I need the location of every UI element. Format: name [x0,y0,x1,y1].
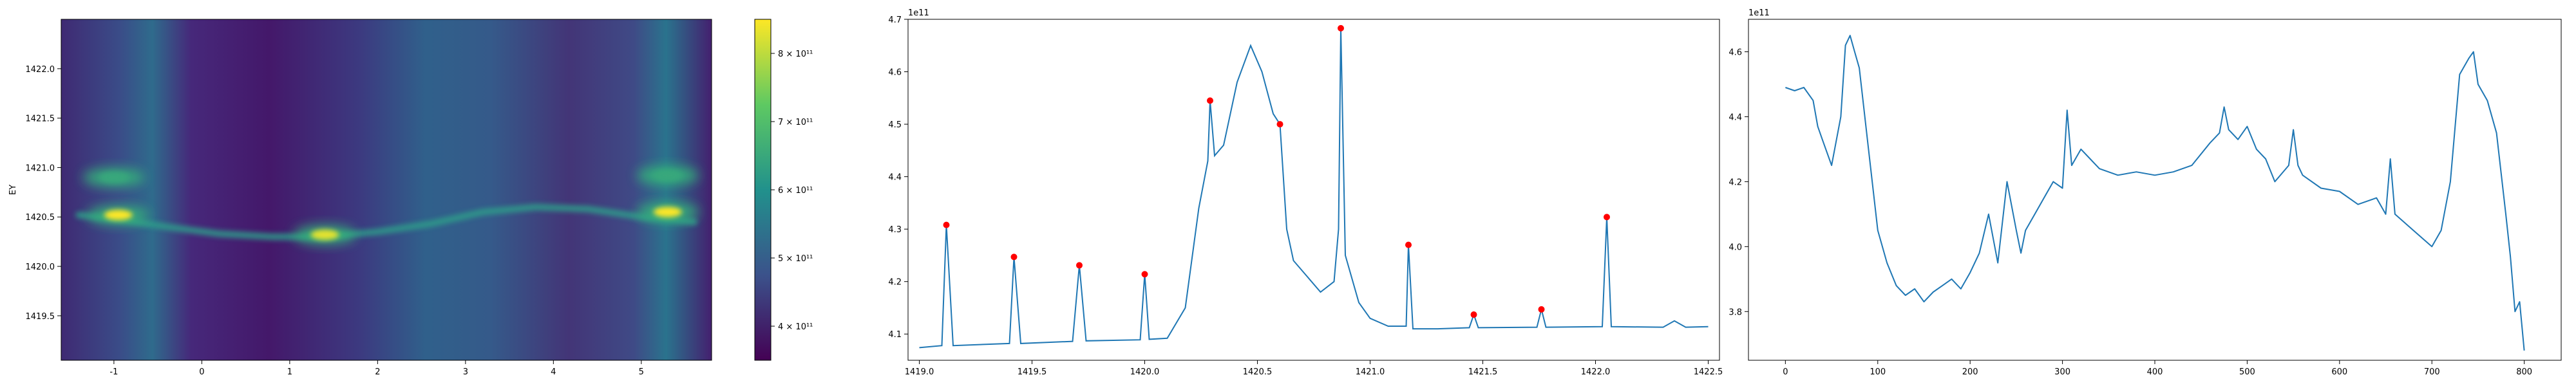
peaks-x-tick-label: 1421.5 [1468,367,1498,377]
series-y-tick-label: 3.8 [1728,308,1742,317]
peaks-y-offset-label: 1e11 [908,8,929,18]
series-x-tick-label: 300 [2054,367,2070,377]
heatmap-panel: -1 0 1 2 3 4 5 1419.51420.01420.51421.01421.51… [8,19,813,377]
peak-marker [1470,311,1477,318]
series-line-group [1785,35,2525,351]
series-y-tick-label: 4.6 [1728,48,1742,57]
heatmap-x-tick-label: 1 [287,367,292,377]
heatmap-ridge [75,203,697,240]
peaks-x-tick-label: 1422.5 [1694,367,1723,377]
colorbar-ticks: 4 × 10¹¹ 5 × 10¹¹ 6 × 10¹¹ 7 × 10¹¹ 8 × 10¹¹ [771,50,813,332]
peaks-x-tick-label: 1421.0 [1356,367,1385,377]
heatmap-y-axis: 1419.5 1420.0 1420.5 1421.0 1421.5 1422.0 [26,65,61,322]
heatmap-x-tick-label: 0 [199,367,204,377]
series-x-tick-label: 700 [2424,367,2440,377]
heatmap-y-tick-label: 1419.5 [26,312,55,322]
peaks-x-tick-label: 1419.5 [1018,367,1047,377]
heatmap-y-tick-label: 1422.0 [26,65,55,75]
heatmap-peak [310,229,339,240]
peaks-y-tick-label: 4.4 [888,173,902,183]
peak-marker [1141,271,1148,278]
heatmap-peak [104,210,133,221]
peaks-series-line [919,28,1709,349]
peak-marker [1010,253,1018,261]
peaks-y-tick-label: 4.6 [888,68,902,78]
series-plot-frame [1748,19,2562,361]
heatmap-y-tick-label: 1421.0 [26,163,55,173]
series-x-tick-label: 800 [2516,367,2532,377]
heatmap-frame [61,19,712,361]
peaks-y-tick-label: 4.2 [888,278,902,288]
peak-markers [943,24,1610,318]
heatmap-peak [653,170,682,181]
peaks-y-tick-label: 4.3 [888,225,902,235]
series-y-offset-label: 1e11 [1748,8,1770,18]
heatmap-x-tick-label: 2 [375,367,380,377]
heatmap-y-tick-label: 1420.0 [26,262,55,272]
series-y-tick-label: 4.4 [1728,113,1742,122]
peak-marker [1538,306,1545,313]
peaks-x-tick-label: 1422.0 [1581,367,1611,377]
peaks-y-tick-label: 4.5 [888,120,902,130]
heatmap-x-tick-label: 5 [639,367,644,377]
series-y-tick-label: 4.0 [1728,243,1742,252]
heatmap-x-tick-label: 4 [551,367,556,377]
series-y-tick-label: 4.2 [1728,178,1742,187]
peaks-x-tick-label: 1420.0 [1130,367,1160,377]
heatmap-background [61,19,712,360]
heatmap-y-tick-label: 1420.5 [26,213,55,223]
series-x-axis: 0 100 200 300 400 500 600 700 800 [1783,360,2532,377]
heatmap-image [61,19,712,360]
heatmap-peak [99,172,128,183]
colorbar-tick-label: 6 × 10¹¹ [778,186,813,196]
peaks-series [919,28,1709,349]
series-x-tick-label: 100 [1870,367,1886,377]
peak-marker [1076,262,1083,269]
peaks-y-tick-label: 4.7 [888,15,902,25]
colorbar-tick-label: 8 × 10¹¹ [778,50,813,59]
peaks-panel: 1e11 1419.0 1419.5 1420.0 1420.5 1421.0 1421.… [888,8,1723,377]
peaks-y-tick-label: 4.1 [888,330,902,340]
series-x-tick-label: 600 [2331,367,2347,377]
peaks-x-tick-label: 1420.5 [1243,367,1273,377]
series-panel: 1e11 0 100 200 300 400 500 600 700 800 3.8 4.0 4.2… [1728,8,2562,377]
heatmap-x-tick-label: 3 [463,367,468,377]
heatmap-x-axis: -1 0 1 2 3 4 5 [109,360,644,377]
peaks-plot-frame [907,19,1720,361]
colorbar-tick-label: 5 × 10¹¹ [778,254,813,264]
colorbar-tick-label: 7 × 10¹¹ [778,118,813,127]
series-y-axis: 3.8 4.0 4.2 4.4 4.6 [1728,48,1748,317]
peaks-y-axis: 4.1 4.2 4.3 4.4 4.5 4.6 4.7 [888,15,908,340]
heatmap-y-axis-label: EY [8,185,18,195]
peaks-x-tick-label: 1419.0 [905,367,934,377]
series-x-tick-label: 400 [2147,367,2163,377]
peaks-x-axis: 1419.0 1419.5 1420.0 1420.5 1421.0 1421.5 1422… [905,360,1723,377]
heatmap-y-tick-label: 1421.5 [26,115,55,124]
peak-marker [943,221,950,228]
heatmap-features [75,165,699,244]
series-line [1785,35,2525,351]
peak-marker [1276,121,1283,128]
series-x-tick-label: 200 [1962,367,1978,377]
peak-marker [1207,97,1213,104]
colorbar [754,19,772,361]
series-x-tick-label: 0 [1783,367,1788,377]
peak-marker [1405,241,1412,248]
heatmap-peak [653,207,682,217]
series-x-tick-label: 500 [2239,367,2255,377]
peak-marker [1338,24,1344,32]
heatmap-x-tick-label: -1 [109,367,118,377]
colorbar-tick-label: 4 × 10¹¹ [778,322,813,332]
peak-marker [1604,214,1610,221]
